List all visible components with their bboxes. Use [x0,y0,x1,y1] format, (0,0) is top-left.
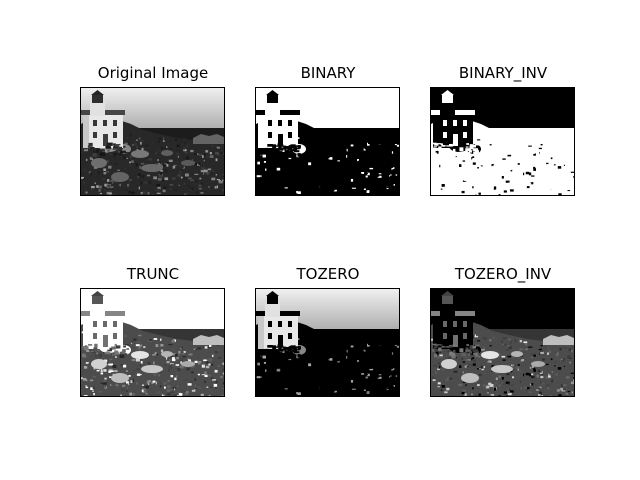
panel-title-original: Original Image [97,64,209,82]
image-panel-tozero-inv [430,288,575,397]
lighthouse-image-tozero [256,289,399,396]
panel-title-trunc: TRUNC [126,265,180,283]
lighthouse-image-original [81,88,224,195]
panel-title-binary: BINARY [300,64,356,82]
image-panel-tozero [255,288,400,397]
lighthouse-image-tozero-inv [431,289,574,396]
lighthouse-image-binary-inv [431,88,574,195]
image-panel-binary-inv [430,87,575,196]
image-panel-trunc [80,288,225,397]
panel-title-tozero-inv: TOZERO_INV [454,265,552,283]
image-panel-original [80,87,225,196]
lighthouse-image-binary [256,88,399,195]
image-panel-binary [255,87,400,196]
panel-title-tozero: TOZERO [296,265,360,283]
lighthouse-image-trunc [81,289,224,396]
panel-title-binary-inv: BINARY_INV [458,64,548,82]
